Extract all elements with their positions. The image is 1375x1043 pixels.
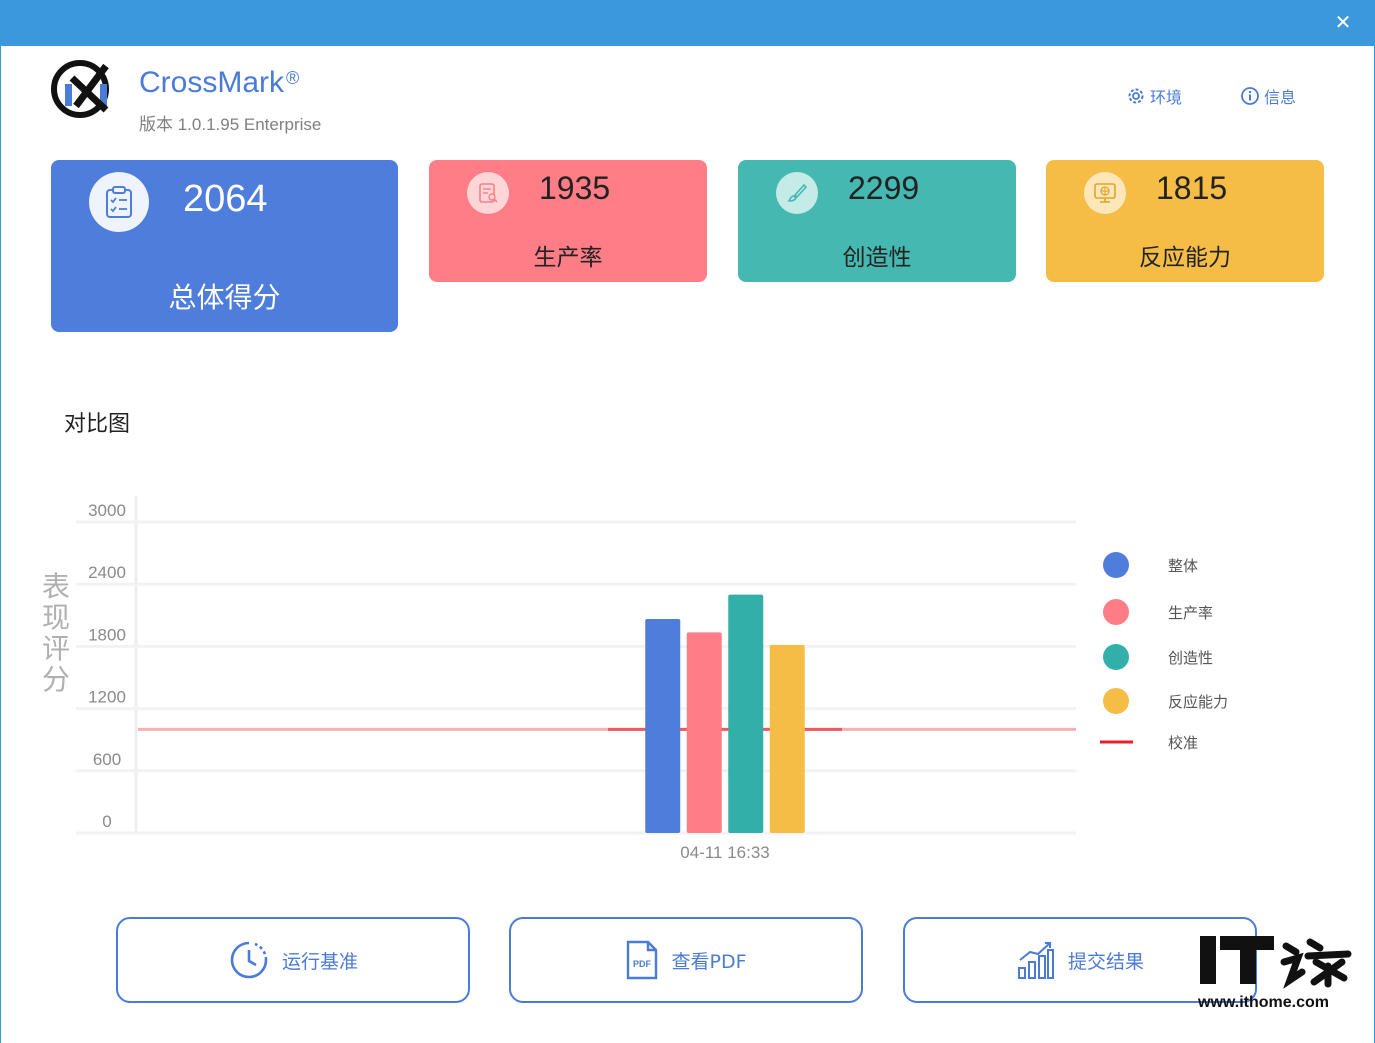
legend-marker-3[interactable] [1103,644,1129,670]
creativity-score-label: 创造性 [842,245,912,271]
legend-label-4: 反应能力 [1168,693,1228,711]
watermark-url: www.ithome.com [1198,994,1329,1011]
close-button[interactable]: ✕ [1334,10,1352,34]
legend-marker-1[interactable] [1103,552,1129,578]
monitor-globe-icon [1084,172,1126,214]
creativity-score-value: 2299 [848,170,920,206]
bar-1[interactable] [645,619,681,833]
legend-label-3: 创造性 [1168,649,1213,667]
overall-score-value: 2064 [183,178,268,220]
legend-marker-4[interactable] [1103,688,1129,714]
responsiveness-score-card: 1815 反应能力 [1046,160,1324,282]
y-tick-label-1800: 1800 [88,625,126,644]
clipboard-check-icon [89,172,149,232]
bar-3[interactable] [728,594,764,833]
submit-results-label: 提交结果 [1067,950,1144,973]
productivity-score-label: 生产率 [533,245,603,271]
view-pdf-button[interactable]: PDF 查看PDF [509,917,863,1003]
overall-score-card: 2064 总体得分 [51,160,398,332]
app-name: CrossMark ® [139,66,300,99]
document-search-icon [467,172,509,214]
environment-link[interactable]: 环境 [1126,84,1182,108]
y-axis-label: 表现评分 [42,570,70,696]
bar-4[interactable] [769,644,805,833]
y-tick-label-600: 600 [93,750,121,769]
pdf-file-icon: PDF [627,940,658,980]
responsiveness-score-value: 1815 [1156,170,1228,206]
legend-label-2: 生产率 [1168,604,1213,622]
overall-score-label: 总体得分 [168,281,281,314]
y-tick-label-0: 0 [102,812,111,831]
y-tick-label-2400: 2400 [88,563,126,582]
productivity-score-value: 1935 [539,170,611,206]
x-tick-label: 04-11 16:33 [680,843,769,862]
brush-icon [776,172,818,214]
info-link[interactable]: 信息 [1240,84,1296,108]
environment-label: 环境 [1150,88,1183,107]
legend-label-reference: 校准 [1168,734,1198,752]
ithome-watermark-logo [1200,936,1352,989]
view-pdf-label: 查看PDF [671,950,747,973]
run-benchmark-label: 运行基准 [281,950,358,973]
crossmark-logo-icon [51,60,109,118]
clock-refresh-icon [230,941,268,979]
gear-icon [1128,88,1144,104]
bar-growth-icon [1017,942,1054,979]
window-frame-left [0,46,1,1043]
bar-2[interactable] [686,632,722,833]
productivity-score-card: 1935 生产率 [429,160,707,282]
legend-label-1: 整体 [1168,557,1198,575]
app-version: 版本 1.0.1.95 Enterprise [139,115,322,134]
legend-marker-2[interactable] [1103,599,1129,625]
creativity-score-card: 2299 创造性 [738,160,1016,282]
run-benchmark-button[interactable]: 运行基准 [116,917,470,1003]
y-tick-label-1200: 1200 [88,688,126,707]
title-bar: ✕ [0,0,1375,46]
info-label: 信息 [1264,88,1297,107]
submit-results-button[interactable]: 提交结果 [903,917,1257,1003]
pdf-badge-text: PDF [633,959,652,969]
responsiveness-score-label: 反应能力 [1139,245,1231,271]
y-tick-label-3000: 3000 [88,501,126,520]
info-icon [1241,87,1259,105]
comparison-title: 对比图 [64,412,131,437]
